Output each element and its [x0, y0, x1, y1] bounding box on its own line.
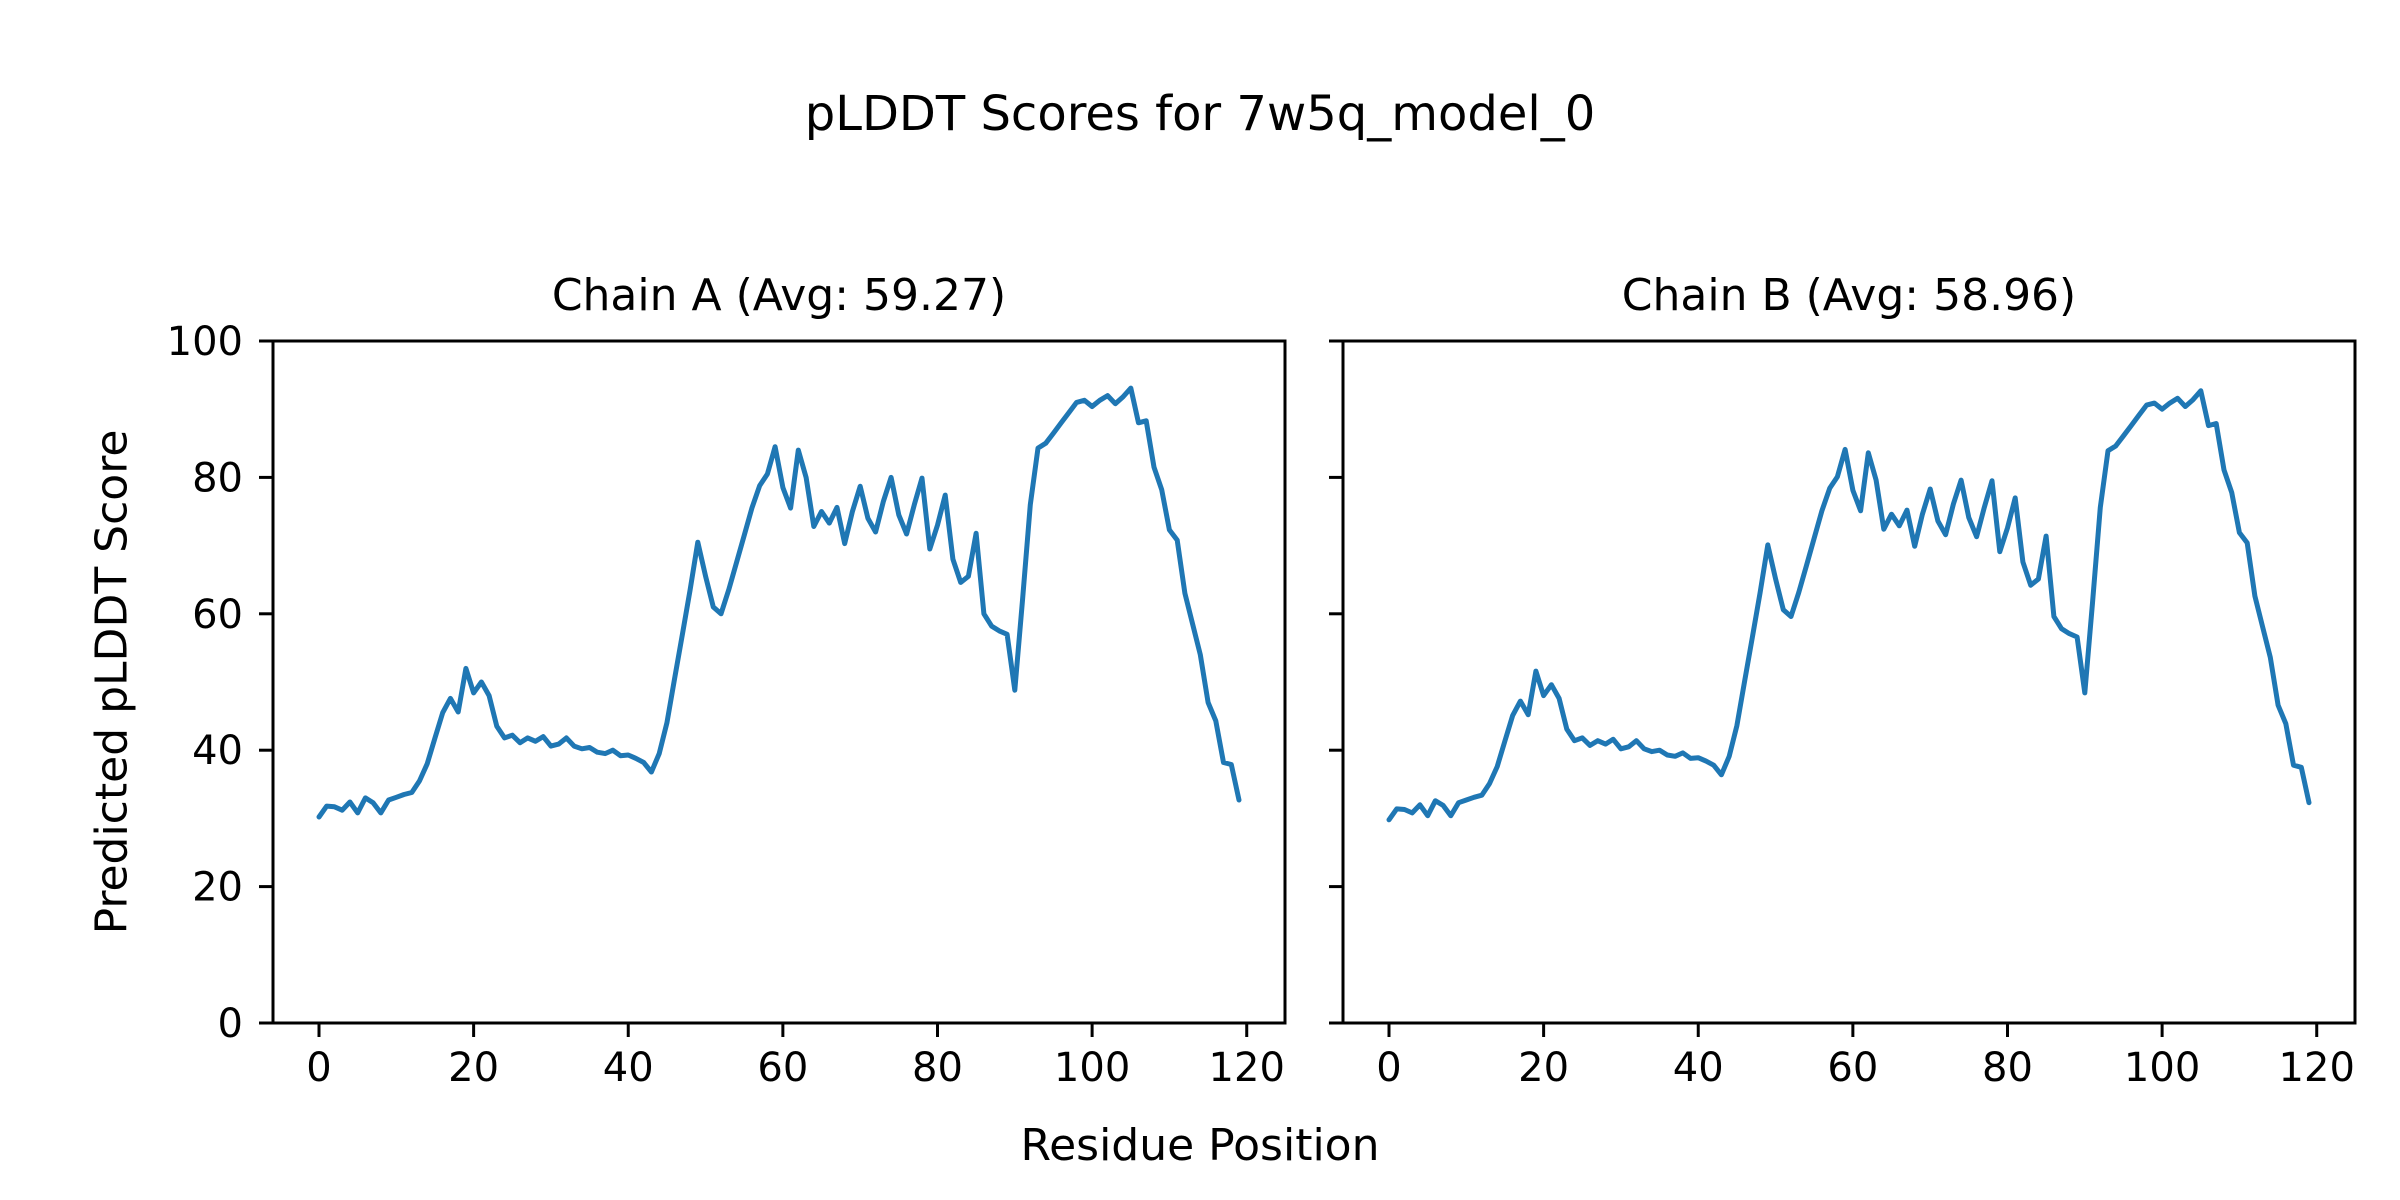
x-tick-label: 120 — [2279, 1045, 2355, 1091]
x-tick-label: 100 — [1054, 1045, 1130, 1091]
x-tick-label: 20 — [448, 1045, 499, 1091]
plddt-line-series — [316, 385, 1242, 820]
y-axis-label: Predicted pLDDT Score — [86, 429, 138, 935]
chain-a-plot-area: 0 20 40 60 80 100 120 0 20 40 60 80 100 — [167, 319, 1287, 1091]
chain-a-line-chart: 0 20 40 60 80 100 120 0 20 40 60 80 100 — [167, 319, 1287, 1091]
y-tick-label: 100 — [167, 319, 243, 365]
chain-b-subplot-title: Chain B (Avg: 58.96) — [1621, 270, 2077, 321]
x-tick-label: 40 — [1673, 1045, 1724, 1091]
chain-b-plot-area: 0 20 40 60 80 100 120 — [1329, 339, 2357, 1091]
y-tick-label: 0 — [218, 1001, 243, 1047]
axes-spines — [271, 339, 1287, 1025]
chain-a-subplot-title: Chain A (Avg: 59.27) — [551, 270, 1007, 321]
y-tick-label: 60 — [192, 592, 243, 638]
x-axis-label: Residue Position — [1020, 1120, 1380, 1171]
x-tick-label: 120 — [1209, 1045, 1285, 1091]
x-tick-label: 40 — [603, 1045, 654, 1091]
y-tick-label: 80 — [192, 455, 243, 501]
axes-spines — [1341, 339, 2357, 1025]
x-tick-label: 60 — [757, 1045, 808, 1091]
x-tick-label: 80 — [912, 1045, 963, 1091]
figure-title: pLDDT Scores for 7w5q_model_0 — [804, 86, 1596, 142]
x-tick-label: 100 — [2124, 1045, 2200, 1091]
x-tick-label: 20 — [1518, 1045, 1569, 1091]
chain-b-line-chart: 0 20 40 60 80 100 120 — [1329, 339, 2357, 1091]
y-tick-label: 40 — [192, 728, 243, 774]
x-tick-label: 0 — [306, 1045, 331, 1091]
x-tick-label: 80 — [1982, 1045, 2033, 1091]
x-tick-label: 0 — [1376, 1045, 1401, 1091]
y-tick-label: 20 — [192, 865, 243, 911]
x-tick-label: 60 — [1827, 1045, 1878, 1091]
plddt-line-series — [1386, 388, 2312, 823]
